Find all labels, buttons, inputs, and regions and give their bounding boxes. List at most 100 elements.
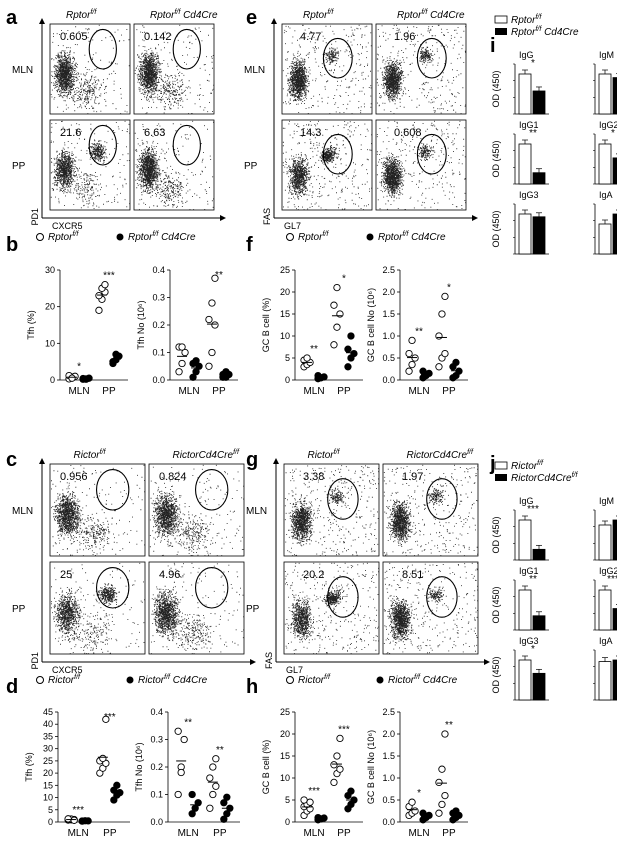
label-gene: Rictor xyxy=(298,675,325,686)
y-tick-label: 5 xyxy=(285,795,290,805)
legend-filled-box xyxy=(495,28,507,35)
y-tick-label: 0.2 xyxy=(150,762,163,772)
y-tick-label: 20 xyxy=(280,287,290,297)
filled-dot xyxy=(347,787,355,795)
dot-plot-b1: 0 10 20 30 Tfh (%) MLN * PP *** xyxy=(26,265,128,397)
label-superscript: f/f xyxy=(90,9,97,16)
open-dot xyxy=(408,336,416,345)
open-dot xyxy=(64,815,72,823)
filled-dot xyxy=(425,811,433,820)
event-dots xyxy=(383,562,478,654)
y-tick-label: 0.3 xyxy=(150,735,163,745)
open-dot xyxy=(70,816,78,824)
y-axis-label: PD1 xyxy=(30,652,40,670)
y-axis-title: OD (450) xyxy=(491,656,501,693)
significance-star: ** xyxy=(529,128,537,139)
legend-ko-label: Rptorf/f Cd4Cre xyxy=(128,231,196,243)
significance-star: ** xyxy=(310,344,318,355)
y-tick-label: 20 xyxy=(280,729,290,739)
open-dot xyxy=(95,306,103,314)
dot-plot-b2: 0.0 0.1 0.2 0.3 0.4 Tfh No (10⁶) MLN PP ** xyxy=(136,265,238,397)
subplot-title: IgG2b xyxy=(599,566,617,576)
open-dot xyxy=(95,292,103,300)
label-superscript: f/f xyxy=(74,674,81,681)
label-superscript: f/f xyxy=(324,674,331,681)
legend: Rptorf/f Rptorf/f Cd4Cre xyxy=(286,231,446,243)
legend-open-marker xyxy=(36,233,44,241)
open-dot xyxy=(99,754,107,763)
filled-dot xyxy=(223,810,231,818)
y-tick-label: 0.3 xyxy=(152,293,165,303)
open-dot xyxy=(441,292,449,301)
dot-plot-f2: 0.0 0.5 1.0 1.5 2.0 2.5 GC B cell No (10⁶) MLN *… xyxy=(366,265,468,397)
legend-wt-label: Rptorf/f xyxy=(48,231,79,243)
filled-dot xyxy=(344,345,352,353)
significance-star: ** xyxy=(529,574,537,585)
filled-dot xyxy=(419,367,427,375)
legend: Rictorf/f Rictorf/f Cd4Cre xyxy=(36,674,208,686)
bar-subplot: IgG* OD (450) xyxy=(491,50,549,115)
y-axis-title: OD (450) xyxy=(491,516,501,553)
y-tick-label: 0.1 xyxy=(152,348,165,358)
gate-ellipse xyxy=(322,133,353,175)
open-dot xyxy=(330,341,338,349)
bar-ko xyxy=(612,77,617,115)
bar-ko xyxy=(532,216,546,255)
open-dot xyxy=(212,755,220,763)
label-cre: Cd4Cre xyxy=(158,232,196,243)
open-dot xyxy=(212,782,220,790)
label-superscript: f/f xyxy=(537,460,544,467)
y-tick-label: 10 xyxy=(280,331,290,341)
open-dot xyxy=(405,367,413,375)
x-axis-label: CXCR5 xyxy=(52,665,83,675)
label-gene: Rictor xyxy=(388,675,415,686)
y-tick-label: 0.1 xyxy=(150,790,163,800)
bar-subplot: IgG1** OD (450) xyxy=(491,120,549,185)
y-tick-label: 45 xyxy=(43,707,53,717)
label-gene: Rptor xyxy=(66,10,91,21)
row-label: MLN xyxy=(12,506,33,517)
legend-ko-label: RictorCd4Cref/f xyxy=(511,472,578,484)
flow-plot: 0.142 xyxy=(133,23,215,115)
label-gene: Rptor xyxy=(48,232,73,243)
label-cre: Cd4Cre xyxy=(170,675,208,686)
bar-subplot: IgM xyxy=(593,50,617,115)
dot-plot-f1: 0 5 10 15 20 25 GC B cell (%) MLN ** PP * xyxy=(261,265,363,397)
bar-wt xyxy=(518,519,532,561)
x-category-label: PP xyxy=(213,828,227,839)
x-category-label: MLN xyxy=(303,828,324,839)
x-arrow-head xyxy=(220,215,226,221)
y-tick-label: 5 xyxy=(48,805,53,815)
label-superscript: f/f xyxy=(327,9,334,16)
open-dot xyxy=(205,315,213,324)
column-header: Rptorf/f Cd4Cre xyxy=(397,9,465,21)
y-tick-label: 0 xyxy=(48,817,53,827)
x-category-label: MLN xyxy=(178,828,199,839)
label-gene: RictorCd4Cre xyxy=(173,450,234,461)
label-gene: Rptor xyxy=(378,232,403,243)
significance-star: * xyxy=(417,788,421,799)
open-dot xyxy=(330,778,338,787)
x-category-label: MLN xyxy=(68,828,89,839)
open-dot xyxy=(208,348,216,357)
label-gene: Rptor xyxy=(511,15,536,26)
legend-wt-label: Rptorf/f xyxy=(511,14,542,26)
filled-dot xyxy=(347,332,355,340)
gate-ellipse xyxy=(88,28,117,70)
significance-star: *** xyxy=(72,805,84,816)
legend-wt-label: Rictorf/f xyxy=(48,674,81,686)
event-dots xyxy=(134,24,215,114)
flow-plot: 8.51 xyxy=(382,561,479,655)
x-arrow-head xyxy=(472,215,478,221)
y-tick-label: 1.5 xyxy=(382,309,395,319)
bar-wt xyxy=(598,661,612,701)
open-dot xyxy=(438,765,446,773)
x-category-label: MLN xyxy=(68,386,89,397)
y-tick-label: 20 xyxy=(45,302,55,312)
bar-wt xyxy=(518,589,532,631)
y-tick-label: 15 xyxy=(280,751,290,761)
y-tick-label: 0.4 xyxy=(150,707,163,717)
